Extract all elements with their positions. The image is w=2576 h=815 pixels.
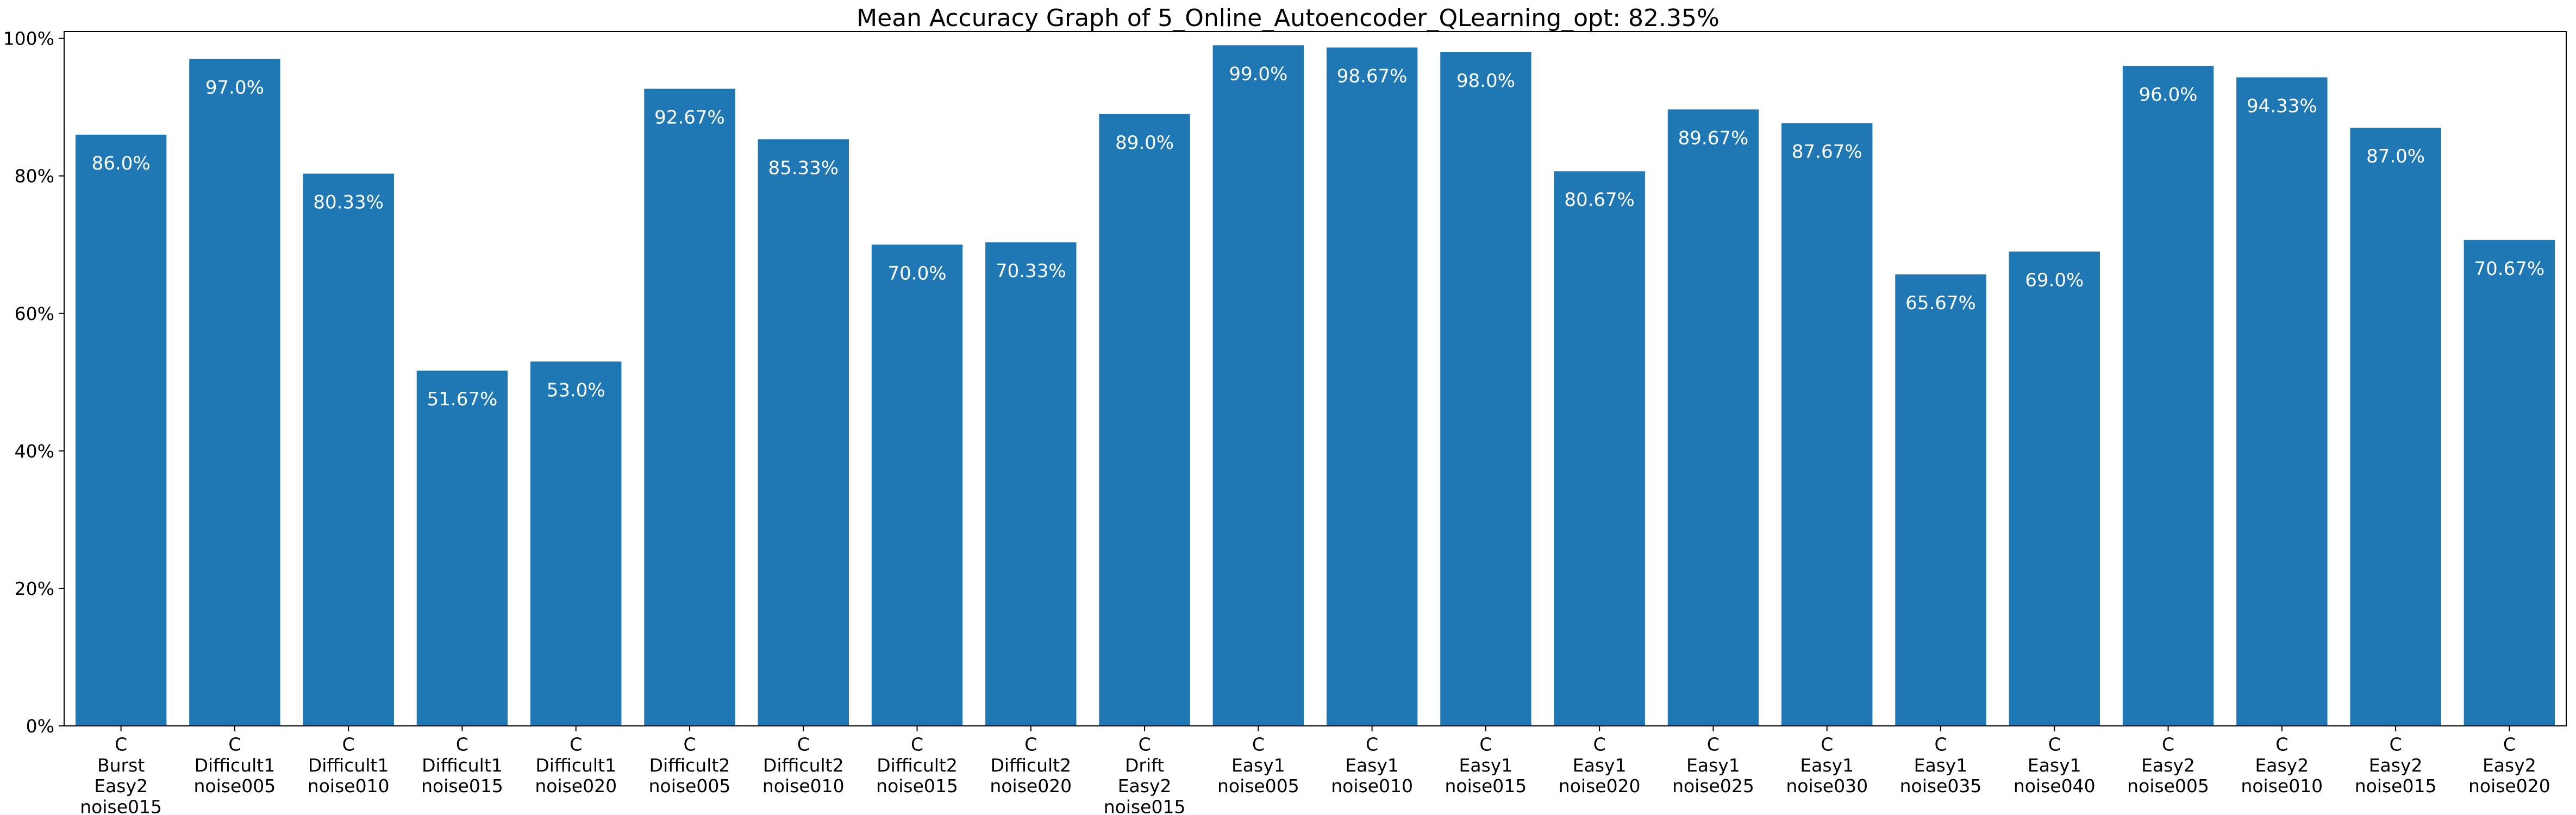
- bar-value-label: 89.67%: [1678, 127, 1749, 149]
- bar: [871, 244, 963, 726]
- x-tick-label: C Difficult1 noise010: [308, 734, 390, 797]
- bar: [1781, 123, 1873, 726]
- bar-value-label: 53.0%: [547, 379, 605, 401]
- x-tick-label: C Difficult2 noise010: [762, 734, 845, 797]
- bar: [2009, 251, 2100, 726]
- x-axis: C Burst Easy2 noise015 C Difficult1 noise005 C D…: [80, 726, 2550, 815]
- bar: [530, 361, 622, 726]
- value-labels-layer: 86.0% 97.0% 80.33% 51.67% 53.0% 92.67% 85.33% 7…: [92, 63, 2545, 410]
- bar: [75, 134, 167, 726]
- bar: [1440, 52, 1531, 726]
- bar: [2122, 66, 2214, 726]
- x-tick-label: C Drift Easy2 noise015: [1104, 734, 1186, 815]
- x-tick-label: C Difficult1 noise005: [194, 734, 276, 797]
- x-tick-label: C Easy1 noise040: [2014, 734, 2096, 797]
- x-tick-label: C Easy2 noise020: [2468, 734, 2550, 797]
- y-tick-label: 0%: [26, 716, 54, 737]
- x-tick-label: C Easy1 noise005: [1217, 734, 1299, 797]
- bar: [1099, 114, 1190, 726]
- bar: [1212, 45, 1304, 726]
- bar-value-label: 80.67%: [1564, 189, 1635, 211]
- bar-value-label: 70.0%: [888, 262, 947, 284]
- bar-value-label: 87.0%: [2366, 146, 2425, 167]
- plot-frame: [64, 31, 2567, 726]
- x-tick-label: C Easy1 noise025: [1672, 734, 1754, 797]
- y-tick-label: 60%: [15, 303, 54, 324]
- bar-value-label: 96.0%: [2139, 84, 2198, 105]
- bar: [1326, 47, 1418, 726]
- bar: [189, 59, 280, 726]
- bar-value-label: 92.67%: [654, 106, 725, 128]
- bar-value-label: 70.67%: [2474, 258, 2545, 280]
- bar-value-label: 98.67%: [1337, 65, 1408, 87]
- bars-layer: [75, 45, 2555, 726]
- bar: [758, 139, 849, 726]
- bar: [2350, 128, 2441, 726]
- bar: [1667, 109, 1759, 726]
- x-tick-label: C Burst Easy2 noise015: [80, 734, 162, 815]
- bar-value-label: 94.33%: [2247, 95, 2317, 117]
- x-tick-label: C Easy2 noise010: [2241, 734, 2323, 797]
- bar: [303, 173, 394, 726]
- x-tick-label: C Easy1 noise010: [1331, 734, 1413, 797]
- bar-value-label: 87.67%: [1792, 141, 1862, 163]
- x-tick-label: C Easy1 noise015: [1445, 734, 1527, 797]
- bar-value-label: 86.0%: [92, 153, 151, 174]
- bar: [2236, 77, 2328, 726]
- bar: [416, 371, 508, 726]
- bar: [2464, 240, 2555, 726]
- y-tick-label: 40%: [15, 441, 54, 462]
- bar-value-label: 65.67%: [1905, 292, 1976, 314]
- y-tick-label: 100%: [3, 28, 54, 49]
- bar-value-label: 99.0%: [1229, 63, 1287, 85]
- bar-value-label: 89.0%: [1115, 132, 1174, 154]
- bar-value-label: 98.0%: [1456, 70, 1515, 92]
- y-tick-label: 80%: [15, 166, 54, 187]
- x-tick-label: C Easy1 noise035: [1900, 734, 1982, 797]
- bar: [1554, 171, 1645, 726]
- x-tick-label: C Difficult1 noise020: [535, 734, 617, 797]
- chart-title: Mean Accuracy Graph of 5_Online_Autoenco…: [856, 4, 1720, 32]
- bar-value-label: 80.33%: [313, 192, 384, 214]
- bar: [1895, 274, 1986, 726]
- bar-value-label: 69.0%: [2025, 269, 2084, 291]
- bar: [644, 89, 735, 726]
- x-tick-label: C Easy1 noise020: [1559, 734, 1641, 797]
- x-tick-label: C Difficult2 noise020: [990, 734, 1072, 797]
- bar: [985, 242, 1077, 726]
- x-tick-label: C Difficult1 noise015: [421, 734, 503, 797]
- y-tick-label: 20%: [15, 578, 54, 599]
- bar-value-label: 85.33%: [768, 157, 839, 179]
- bar-value-label: 70.33%: [996, 260, 1066, 282]
- y-axis: 0% 20% 40% 60% 80% 100%: [3, 28, 64, 737]
- bar-value-label: 97.0%: [205, 77, 264, 99]
- x-tick-label: C Difficult2 noise015: [876, 734, 958, 797]
- x-tick-label: C Easy2 noise015: [2355, 734, 2437, 797]
- x-tick-label: C Easy1 noise030: [1786, 734, 1868, 797]
- x-tick-label: C Easy2 noise005: [2127, 734, 2209, 797]
- bar-value-label: 51.67%: [427, 388, 498, 410]
- x-tick-label: C Difficult2 noise005: [649, 734, 731, 797]
